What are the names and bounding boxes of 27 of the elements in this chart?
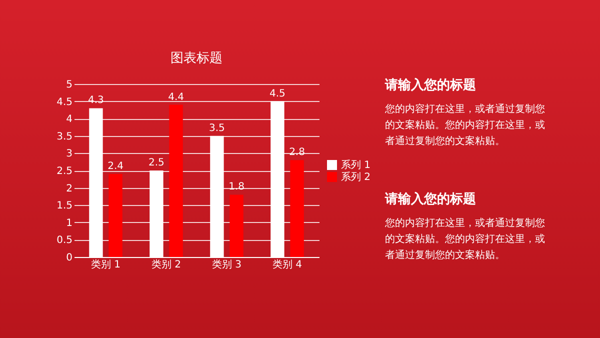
x-tick-label: 类别 1 <box>90 258 121 270</box>
y-tick-label: 3 <box>66 148 72 160</box>
y-tick-label: 1.5 <box>56 200 72 212</box>
y-tick-label: 1 <box>66 218 72 229</box>
data-label: 2.5 <box>148 158 164 168</box>
text: 您的内容打在这里，或者通过复制您的文案粘贴。您的内容打在这里，或者通过复制您的文案粘贴。 <box>385 102 546 149</box>
data-label: 4.5 <box>270 88 286 100</box>
text: 您的内容打在这里，或者通过复制您的文案粘贴。您的内容打在这里，或者通过复制您的文案粘贴。 <box>385 216 546 263</box>
x-tick-label: 类别 3 <box>212 258 242 270</box>
data-label: 4.4 <box>168 92 184 103</box>
x-tick-label: 类别 4 <box>272 258 302 270</box>
chart-title: 图表标题 <box>170 51 222 66</box>
text: 请输入您的标题 <box>385 76 477 94</box>
y-tick-label: 0.5 <box>56 235 72 246</box>
y-tick-label: 5 <box>66 80 72 90</box>
y-tick-label: 4.5 <box>56 96 72 108</box>
text: 请输入您的标题 <box>385 190 477 208</box>
y-tick-label: 0 <box>66 252 72 264</box>
legend-label: 系列 2 <box>341 171 371 183</box>
data-label: 3.5 <box>209 122 225 134</box>
y-tick-label: 2.5 <box>56 166 72 177</box>
y-tick-label: 3.5 <box>56 131 72 142</box>
y-tick-label: 2 <box>66 183 72 194</box>
data-label: 2.4 <box>108 160 124 172</box>
x-tick-label: 类别 2 <box>151 258 182 270</box>
legend-label: 系列 1 <box>341 159 371 171</box>
y-tick-label: 4 <box>66 114 72 126</box>
